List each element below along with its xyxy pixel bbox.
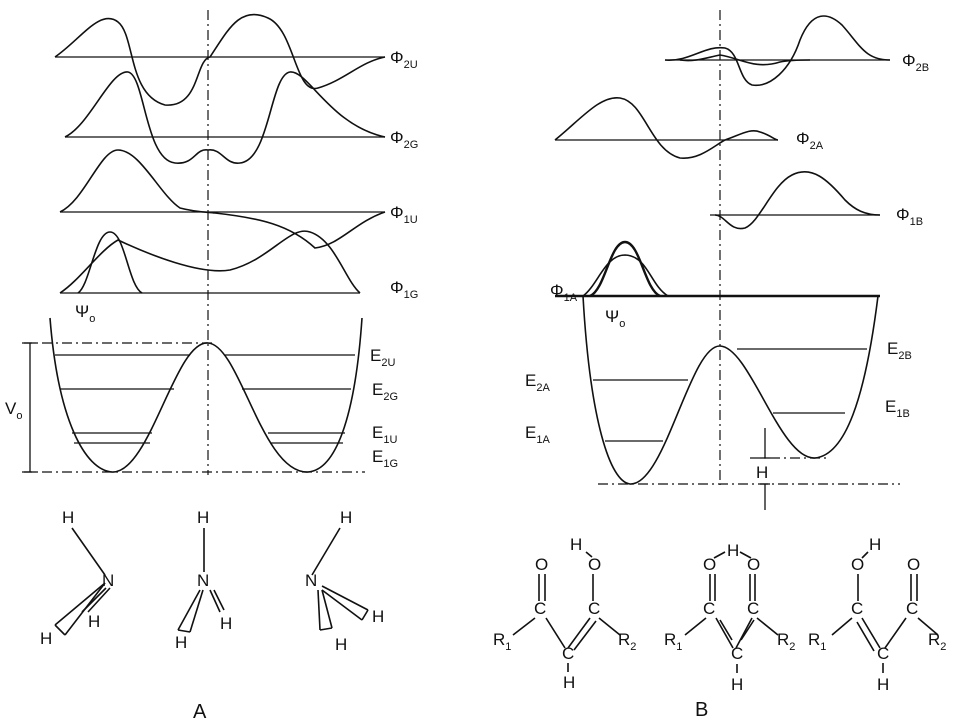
wavefunction-phi-1g	[59, 230, 361, 294]
label-phi-2u: Φ2U	[390, 48, 418, 71]
label-e-2g: E2G	[372, 380, 398, 403]
atom-o: O	[851, 555, 864, 574]
atom-c: C	[562, 644, 574, 663]
wavefunction-phi-2b	[664, 15, 891, 87]
ammonia-left: H N H H	[40, 508, 114, 648]
ammonia-right: H N H H	[305, 508, 384, 654]
panel-a: Φ2U Φ2G Φ1U Φ1G Ψo	[5, 10, 418, 722]
atom-h: H	[731, 675, 743, 694]
label-psi-o-b: Ψo	[605, 307, 625, 330]
atom-c: C	[703, 599, 715, 618]
label-phi-1u: Φ1U	[390, 203, 418, 226]
label-phi-1g: Φ1G	[390, 278, 418, 301]
atom-c: C	[747, 599, 759, 618]
label-e-2b: E2B	[887, 339, 912, 362]
atom-c: C	[731, 644, 743, 663]
atom-h: H	[88, 612, 100, 631]
atom-o: O	[907, 555, 920, 574]
wavefunction-phi-1a	[555, 240, 880, 298]
atom-h: H	[563, 673, 575, 692]
atom-r: R1	[808, 630, 826, 653]
atom-h: H	[372, 607, 384, 626]
atom-r: R2	[777, 630, 795, 653]
wavefunction-phi-2g	[64, 71, 386, 164]
label-phi-2g: Φ2G	[390, 128, 418, 151]
label-h-asymmetry: H	[756, 463, 768, 482]
atom-h: H	[175, 633, 187, 652]
molecule-enol-right: O H O C C C H R1 R2	[808, 535, 946, 694]
label-e-2u: E2U	[370, 346, 395, 369]
atom-h: H	[62, 508, 74, 527]
molecule-enol-left: O C R1 C H C O H R2	[493, 535, 636, 692]
atom-o: O	[747, 555, 760, 574]
atom-c: C	[588, 599, 600, 618]
label-psi-o-a: Ψo	[75, 302, 95, 325]
wavefunction-phi-2u	[54, 13, 386, 106]
atom-r: R2	[928, 630, 946, 653]
molecule-hbond-center: O H O C C C H R1 R2	[664, 541, 795, 694]
atom-h: H	[220, 614, 232, 633]
label-e-2a: E2A	[525, 371, 550, 394]
label-e-1b: E1B	[885, 397, 910, 420]
wavefunction-phi-2a	[554, 97, 779, 159]
atom-c: C	[877, 644, 889, 663]
potential-well-a	[22, 317, 365, 473]
atom-c: C	[851, 599, 863, 618]
atom-h: H	[570, 535, 582, 554]
atom-r: R1	[664, 630, 682, 653]
atom-h: H	[877, 675, 889, 694]
panel-b-letter: B	[695, 699, 708, 721]
label-v-o: Vo	[5, 399, 22, 422]
atom-c: C	[906, 599, 918, 618]
label-phi-1a: Φ1A	[550, 281, 578, 304]
atom-c: C	[534, 599, 546, 618]
wavefunction-phi-1u	[59, 149, 386, 249]
atom-r: R1	[493, 630, 511, 653]
panel-b: Φ2B Φ2A Φ1B Φ1A Ψo	[493, 10, 946, 721]
atom-r: R2	[618, 630, 636, 653]
panel-a-letter: A	[193, 701, 207, 722]
label-phi-1b: Φ1B	[896, 205, 923, 228]
atom-o: O	[535, 555, 548, 574]
atom-h: H	[340, 508, 352, 527]
atom-o: O	[588, 555, 601, 574]
atom-o: O	[703, 555, 716, 574]
atom-h: H	[335, 635, 347, 654]
atom-h: H	[727, 541, 739, 560]
potential-well-b	[582, 295, 900, 510]
label-e-1u: E1U	[372, 423, 397, 446]
wavefunction-phi-1b	[710, 171, 881, 230]
atom-n: N	[197, 571, 209, 590]
label-e-1a: E1A	[525, 423, 550, 446]
ammonia-center: H N H H	[175, 508, 232, 652]
atom-h: H	[197, 508, 209, 527]
label-e-1g: E1G	[372, 447, 398, 470]
atom-h: H	[869, 535, 881, 554]
label-phi-2a: Φ2A	[796, 129, 824, 152]
psi-o-gaussian-a	[77, 231, 143, 294]
atom-n: N	[102, 571, 114, 590]
atom-n: N	[305, 571, 317, 590]
atom-h: H	[40, 629, 52, 648]
label-phi-2b: Φ2B	[902, 51, 929, 74]
